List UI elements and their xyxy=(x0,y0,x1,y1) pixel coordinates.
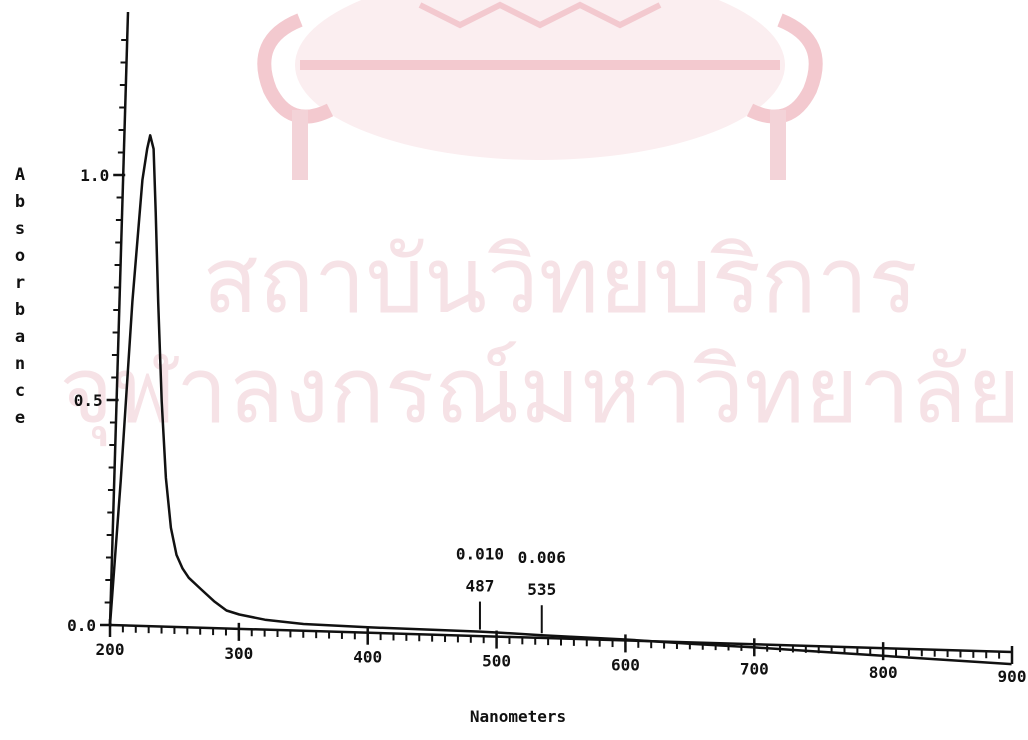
y-title-letter: o xyxy=(15,246,25,266)
y-title-letter: n xyxy=(15,354,25,374)
y-title-letter: b xyxy=(15,300,25,320)
series-line xyxy=(108,134,1012,666)
x-tick-label: 300 xyxy=(224,644,253,663)
watermark-line2: จุฬาลงกรณ์มหาวิทยาลัย xyxy=(59,337,1020,447)
watermark: สถาบันวิทยบริการ จุฬาลงกรณ์มหาวิทยาลัย xyxy=(59,0,1021,447)
annotation-wavelength: 487 xyxy=(465,577,494,596)
x-axis-title: Nanometers xyxy=(470,707,566,726)
y-title-letter: s xyxy=(15,219,25,239)
x-ticks: 200 300 400 500 600 700 800 900 xyxy=(96,619,1027,686)
y-title-letter: e xyxy=(15,408,25,428)
university-seal-watermark xyxy=(257,0,823,180)
y-title-letter: b xyxy=(15,192,25,212)
y-title-letter: A xyxy=(15,165,25,185)
watermark-line1: สถาบันวิทยบริการ xyxy=(202,227,918,334)
x-tick-label: 200 xyxy=(96,640,125,659)
y-ticks: 0.0 0.5 1.0 xyxy=(67,166,126,635)
y-tick-label: 0.0 xyxy=(67,616,96,635)
y-axis-line xyxy=(108,11,130,626)
y-tick-label: 1.0 xyxy=(80,166,109,185)
x-tick-label: 600 xyxy=(611,655,640,674)
x-tick-label: 400 xyxy=(353,648,382,667)
annotation-wavelength: 535 xyxy=(527,580,556,599)
x-tick-label: 500 xyxy=(482,652,511,671)
y-title-letter: c xyxy=(15,381,25,401)
annotation-value: 0.010 xyxy=(456,545,504,564)
annotation-value: 0.006 xyxy=(518,548,566,567)
y-tick-label: 0.5 xyxy=(74,391,103,410)
x-tick-label: 800 xyxy=(869,663,898,682)
x-tick-label: 900 xyxy=(998,667,1027,686)
y-title-letter: r xyxy=(15,273,25,293)
y-title-letter: a xyxy=(15,327,25,347)
peak-annotations: 487 0.010 535 0.006 xyxy=(456,545,566,634)
x-tick-label: 700 xyxy=(740,659,769,678)
